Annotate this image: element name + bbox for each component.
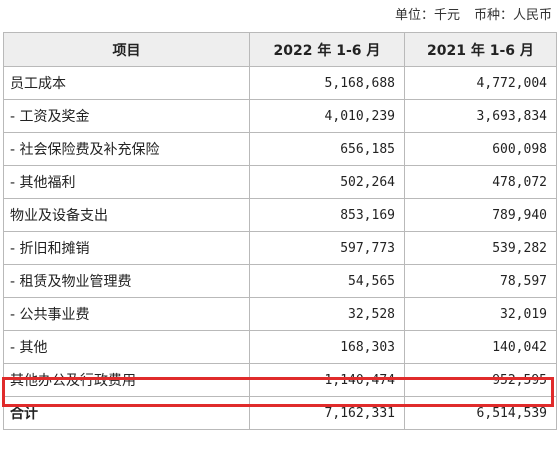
table-row: - 公共事业费 32,528 32,019 (3, 297, 557, 331)
row-value-2022: 32,528 (249, 297, 405, 331)
header-2022: 2022 年 1-6 月 (249, 32, 405, 67)
row-item-label: - 其他福利 (3, 165, 250, 199)
row-value-2021: 3,693,834 (404, 99, 557, 133)
row-value-2022: 7,162,331 (249, 396, 405, 430)
row-value-2022: 4,010,239 (249, 99, 405, 133)
row-value-2021: 952,595 (404, 363, 557, 397)
table-row: 员工成本 5,168,688 4,772,004 (3, 66, 557, 100)
row-item-label: - 其他 (3, 330, 250, 364)
table-row: - 其他福利 502,264 478,072 (3, 165, 557, 199)
row-item-label: 物业及设备支出 (3, 198, 250, 232)
row-value-2021: 4,772,004 (404, 66, 557, 100)
row-value-2021: 78,597 (404, 264, 557, 298)
expense-table: 项目 2022 年 1-6 月 2021 年 1-6 月 员工成本 5,168,… (3, 32, 557, 430)
header-2021: 2021 年 1-6 月 (404, 32, 557, 67)
row-value-2021: 478,072 (404, 165, 557, 199)
table-row-highlighted: 其他办公及行政费用 1,140,474 952,595 (3, 363, 557, 397)
row-value-2021: 32,019 (404, 297, 557, 331)
table-row: - 其他 168,303 140,042 (3, 330, 557, 364)
row-value-2021: 600,098 (404, 132, 557, 166)
row-item-label: - 社会保险费及补充保险 (3, 132, 250, 166)
row-value-2022: 502,264 (249, 165, 405, 199)
row-value-2022: 597,773 (249, 231, 405, 265)
unit-currency-note: 单位：千元 币种：人民币 (395, 4, 552, 23)
row-value-2021: 6,514,539 (404, 396, 557, 430)
row-item-label: 合计 (3, 396, 250, 430)
table-row-total: 合计 7,162,331 6,514,539 (3, 396, 557, 430)
row-value-2022: 656,185 (249, 132, 405, 166)
table-row: 物业及设备支出 853,169 789,940 (3, 198, 557, 232)
table-row: - 折旧和摊销 597,773 539,282 (3, 231, 557, 265)
table-row: - 工资及奖金 4,010,239 3,693,834 (3, 99, 557, 133)
table-row: - 租赁及物业管理费 54,565 78,597 (3, 264, 557, 298)
row-value-2022: 5,168,688 (249, 66, 405, 100)
row-item-label: - 工资及奖金 (3, 99, 250, 133)
row-item-label: - 公共事业费 (3, 297, 250, 331)
row-value-2022: 54,565 (249, 264, 405, 298)
table-row: - 社会保险费及补充保险 656,185 600,098 (3, 132, 557, 166)
row-value-2021: 789,940 (404, 198, 557, 232)
row-value-2022: 853,169 (249, 198, 405, 232)
row-value-2021: 539,282 (404, 231, 557, 265)
table-header-row: 项目 2022 年 1-6 月 2021 年 1-6 月 (3, 32, 557, 67)
header-item: 项目 (3, 32, 250, 67)
row-item-label: - 折旧和摊销 (3, 231, 250, 265)
row-item-label: 其他办公及行政费用 (3, 363, 250, 397)
row-value-2022: 1,140,474 (249, 363, 405, 397)
currency-label: 币种：人民币 (473, 8, 552, 23)
row-value-2022: 168,303 (249, 330, 405, 364)
row-item-label: 员工成本 (3, 66, 250, 100)
unit-label: 单位：千元 (394, 8, 460, 23)
row-value-2021: 140,042 (404, 330, 557, 364)
row-item-label: - 租赁及物业管理费 (3, 264, 250, 298)
